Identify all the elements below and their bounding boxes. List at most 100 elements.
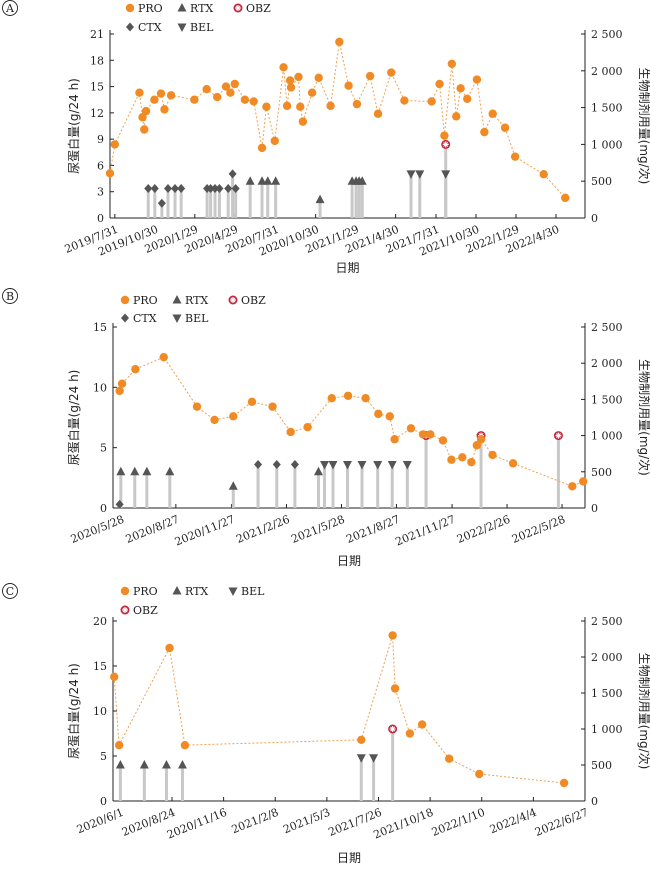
legend-item-obz: OBZ: [228, 294, 266, 307]
y-tick-label-right: 500: [591, 175, 612, 188]
ctx-dose-marker: [272, 460, 281, 470]
legend-item-rtx: RTX: [177, 2, 213, 15]
legend-label: OBZ: [241, 294, 266, 307]
x-tick-label: 2022/2/26: [455, 513, 512, 546]
legend-label: PRO: [133, 585, 158, 598]
pro-data-point: [327, 393, 336, 403]
y-axis-title-right: 生物制剂用量(mg/次): [637, 653, 650, 770]
legend-pro-marker: [120, 586, 130, 596]
y-axis-title-right: 生物制剂用量(mg/次): [637, 359, 650, 476]
pro-data-point: [365, 71, 375, 81]
y-tick-label-right: 2 000: [591, 65, 623, 78]
x-tick-label: 2022/1/10: [430, 806, 487, 839]
x-tick-label: 2022/4/4: [488, 806, 539, 837]
legend-label: OBZ: [133, 604, 158, 617]
pro-data-point: [249, 97, 258, 106]
y-axis-title-left: 尿蛋白量(g/24 h): [66, 78, 81, 174]
legend-item-bel: BEL: [177, 21, 214, 34]
pro-data-point: [221, 82, 231, 91]
pro-data-point: [105, 169, 115, 178]
pro-data-point: [467, 457, 476, 467]
y-tick-label-right: 1 500: [591, 102, 623, 115]
pro-data-point: [141, 106, 151, 116]
pro-data-point: [388, 631, 397, 640]
pro-data-point: [270, 136, 279, 146]
obz-dose-marker: [553, 431, 563, 441]
y-tick-label-left: 12: [90, 107, 104, 120]
pro-data-point: [539, 169, 548, 179]
pro-data-point: [447, 455, 456, 464]
pro-data-point: [435, 79, 444, 89]
pro-data-point: [303, 422, 312, 432]
bel-dose-marker: [441, 170, 451, 179]
x-tick-label: 2022/5/28: [510, 513, 567, 546]
y-tick-label-right: 0: [591, 795, 598, 808]
pro-data-point: [463, 94, 472, 104]
y-tick-label-right: 2 000: [591, 651, 623, 664]
bel-dose-marker: [356, 754, 366, 763]
pro-data-point: [405, 729, 415, 738]
pro-data-point: [314, 73, 323, 83]
y-axis-title-left: 尿蛋白量(g/24 h): [66, 370, 81, 466]
y-tick-label-left: 10: [93, 705, 107, 718]
legend-ctx-marker: [126, 22, 134, 32]
pro-data-point: [440, 131, 449, 140]
y-tick-label-right: 0: [591, 502, 598, 515]
chart-panel-C: C 0 5 10 15 20 0 500 1 000 1 500 2 000 2 500 2020/6/…: [2, 583, 650, 865]
legend-rtx-marker: [177, 3, 187, 12]
legend-label: RTX: [190, 2, 213, 15]
rtx-dose-marker: [177, 760, 187, 769]
y-tick-label-right: 2 500: [591, 28, 623, 41]
bel-dose-marker: [387, 461, 397, 470]
x-tick-label: 2022/6/27: [533, 806, 590, 839]
y-tick-label-right: 500: [591, 466, 612, 479]
rtx-dose-marker: [228, 481, 238, 490]
y-tick-label-right: 500: [591, 759, 612, 772]
pro-data-point: [406, 424, 416, 433]
legend-obz-marker: [233, 3, 243, 13]
pro-data-point: [180, 741, 190, 750]
rtx-dose-marker: [130, 466, 140, 476]
y-tick-label-left: 6: [97, 159, 104, 172]
x-tick-label: 2021/8/27: [344, 513, 401, 546]
legend-bel-marker: [172, 314, 182, 323]
x-tick-label: 2021/2/8: [230, 806, 281, 837]
legend: PRO RTX OBZ CTX BEL: [125, 2, 271, 34]
bel-dose-marker: [406, 170, 416, 179]
rtx-dose-marker: [139, 760, 149, 769]
pro-data-point: [390, 684, 400, 693]
y-tick-label-left: 10: [93, 381, 107, 394]
pro-data-point: [480, 127, 489, 137]
y-tick-label-right: 1 000: [591, 723, 623, 736]
pro-data-point: [561, 193, 570, 203]
pro-data-point: [475, 769, 484, 779]
pro-data-point: [500, 123, 510, 132]
legend: PRO RTX BEL OBZ: [120, 585, 265, 617]
pro-data-point: [568, 482, 577, 491]
x-tick-label: 2021/2/26: [234, 513, 291, 546]
pro-data-point: [282, 101, 292, 111]
pro-data-point: [140, 125, 149, 134]
x-axis-title: 日期: [335, 261, 359, 275]
svg-text:C: C: [6, 585, 14, 598]
y-tick-label-left: 0: [100, 502, 107, 515]
pro-data-point: [240, 95, 250, 104]
pro-data-point: [226, 88, 235, 97]
legend-item-bel: BEL: [228, 585, 265, 598]
y-tick-label-left: 5: [100, 750, 107, 763]
bel-dose-marker: [328, 461, 338, 470]
rtx-dose-marker: [165, 466, 175, 476]
bel-dose-marker: [357, 461, 367, 470]
pro-data-point: [110, 672, 119, 681]
pro-data-point: [352, 99, 362, 109]
pro-data-point: [262, 102, 271, 111]
pro-data-point: [117, 379, 127, 388]
y-tick-label-right: 1 000: [591, 138, 623, 151]
legend-item-pro: PRO: [125, 2, 163, 15]
pro-data-point: [286, 427, 295, 437]
legend-label: PRO: [138, 2, 163, 15]
legend-item-pro: PRO: [120, 585, 158, 598]
pro-data-point: [165, 643, 174, 653]
x-tick-label: 2020/6/1: [75, 806, 126, 837]
